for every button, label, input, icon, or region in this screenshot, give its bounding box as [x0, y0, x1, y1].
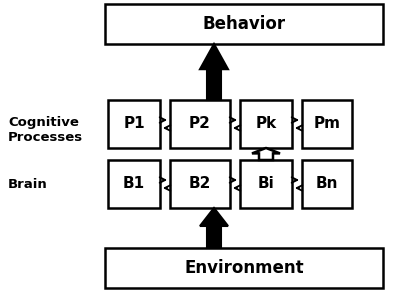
Bar	[105, 248, 383, 288]
Text: Environment: Environment	[184, 259, 304, 277]
FancyArrow shape	[200, 44, 228, 100]
Text: B2: B2	[189, 176, 211, 192]
Text: Pm: Pm	[314, 117, 340, 132]
Text: Brain: Brain	[8, 178, 48, 192]
Bar	[170, 160, 230, 208]
Bar	[108, 100, 160, 148]
Bar	[240, 100, 292, 148]
Bar	[108, 160, 160, 208]
FancyArrow shape	[200, 208, 228, 248]
Text: Pk: Pk	[255, 117, 277, 132]
Text: Behavior: Behavior	[202, 15, 286, 33]
Text: P1: P1	[123, 117, 145, 132]
Bar	[105, 4, 383, 44]
Text: Cognitive
Processes: Cognitive Processes	[8, 116, 83, 144]
Bar	[302, 160, 352, 208]
Text: P2: P2	[189, 117, 211, 132]
Text: B1: B1	[123, 176, 145, 192]
Text: Bi: Bi	[258, 176, 274, 192]
Bar	[170, 100, 230, 148]
Bar	[240, 160, 292, 208]
Bar	[302, 100, 352, 148]
Text: Bn: Bn	[316, 176, 338, 192]
FancyArrow shape	[252, 148, 280, 160]
